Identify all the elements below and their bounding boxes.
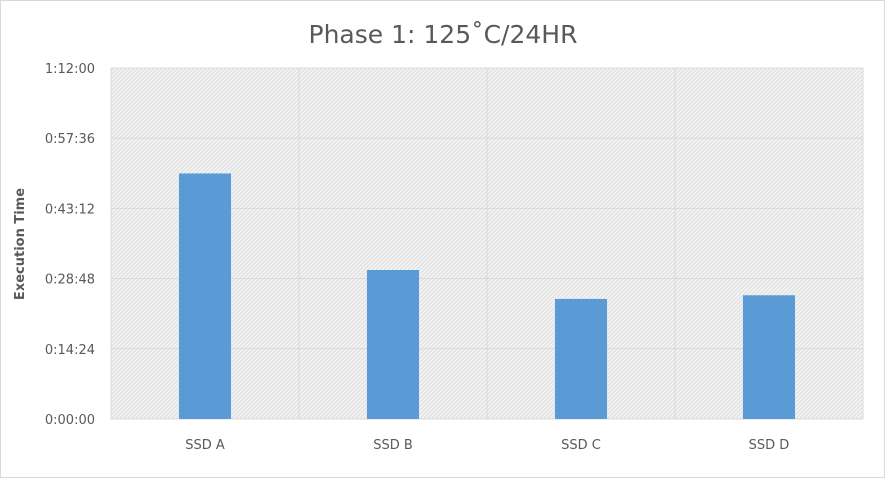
bar-ssd-b (366, 269, 420, 419)
bar-ssd-d (742, 295, 796, 419)
x-tick-label: SSD A (185, 438, 225, 453)
x-tick-label: SSD B (373, 438, 413, 453)
y-axis-label: Execution Time (13, 188, 28, 300)
y-tick-label: 0:28:48 (45, 273, 95, 288)
chart-title: Phase 1: 125˚C/24HR (309, 20, 578, 49)
y-tick-label: 0:00:00 (45, 413, 95, 428)
y-tick-label: 0:43:12 (45, 202, 95, 217)
bars (178, 173, 796, 419)
gridlines (110, 67, 864, 420)
y-tick-label: 1:12:00 (45, 62, 95, 77)
y-tick-label: 0:57:36 (45, 132, 95, 147)
bar-ssd-a (178, 173, 232, 419)
x-tick-label: SSD D (749, 438, 790, 453)
x-axis-ticks: SSD A SSD B SSD C SSD D (185, 438, 789, 453)
y-axis-ticks: 0:00:00 0:14:24 0:28:48 0:43:12 0:57:36 1:12:… (45, 62, 95, 428)
x-tick-label: SSD C (561, 438, 601, 453)
y-tick-label: 0:14:24 (45, 343, 95, 358)
bar-ssd-c (554, 298, 608, 419)
